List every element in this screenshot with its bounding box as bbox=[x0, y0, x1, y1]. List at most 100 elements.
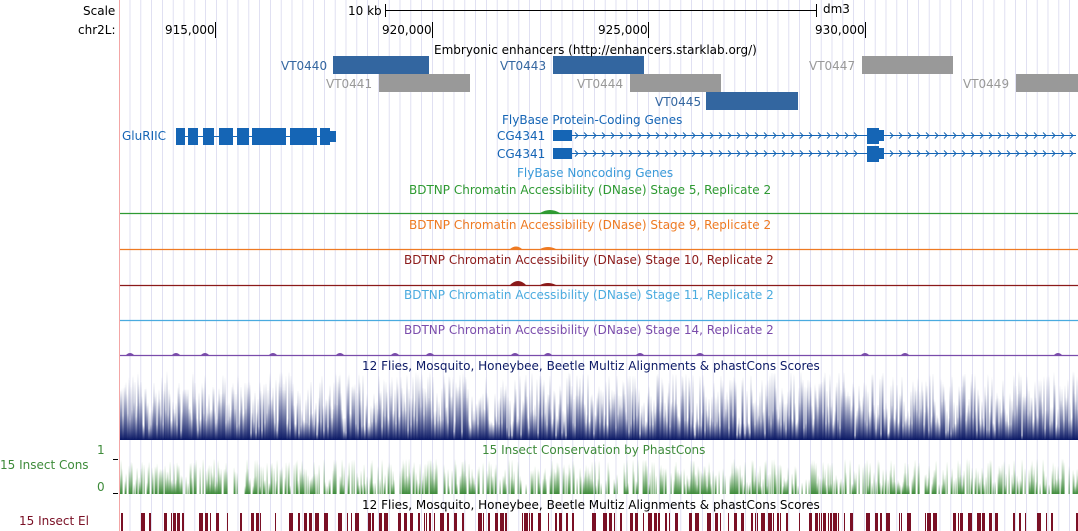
enhancer-label-vt0443[interactable]: VT0443 bbox=[500, 59, 547, 73]
strand-arrow bbox=[574, 132, 579, 139]
phastcons-axis bbox=[113, 459, 118, 494]
enhancer-block-vt0440[interactable] bbox=[333, 56, 429, 74]
conserved-element bbox=[925, 513, 926, 531]
conserved-element bbox=[886, 513, 890, 531]
enhancer-block-vt0445[interactable] bbox=[706, 92, 798, 110]
conserved-elements-blocks[interactable] bbox=[121, 513, 1078, 531]
conserved-element bbox=[728, 513, 729, 531]
dnase-stage9-title: BDTNP Chromatin Accessibility (DNase) St… bbox=[409, 218, 772, 232]
conserved-element bbox=[121, 513, 123, 531]
signal-bump bbox=[1054, 353, 1062, 355]
strand-arrow bbox=[808, 132, 813, 139]
conserved-element bbox=[240, 513, 242, 531]
multiz-conservation-signal[interactable] bbox=[120, 370, 1078, 440]
enhancer-label-vt0440[interactable]: VT0440 bbox=[281, 59, 328, 73]
phastcons-signal[interactable] bbox=[120, 458, 1078, 494]
conserved-element bbox=[643, 513, 644, 531]
gene-label-glurIIc[interactable]: GluRIIC bbox=[122, 129, 167, 143]
strand-arrow bbox=[907, 132, 912, 139]
strand-arrow bbox=[1024, 150, 1029, 157]
conserved-element bbox=[828, 513, 829, 531]
conserved-element bbox=[833, 513, 837, 531]
coding-gene-track[interactable] bbox=[176, 128, 1076, 162]
dnase-stage5-signal[interactable] bbox=[120, 210, 1078, 215]
grid-lines bbox=[129, 0, 1070, 531]
conserved-element bbox=[899, 513, 900, 531]
conserved-element bbox=[927, 513, 931, 531]
enhancer-track[interactable] bbox=[333, 56, 1078, 110]
gene-cg4341-model-1[interactable] bbox=[553, 128, 1076, 144]
strand-arrow bbox=[826, 150, 831, 157]
phastcons-track-title: 15 Insect Conservation by PhastCons bbox=[482, 443, 706, 457]
ruler-scale-value: 10 kb bbox=[348, 4, 382, 18]
conserved-element bbox=[483, 513, 484, 531]
strand-arrow bbox=[619, 132, 624, 139]
dnase-stage5-title: BDTNP Chromatin Accessibility (DNase) St… bbox=[409, 183, 772, 197]
conserved-element bbox=[426, 513, 427, 531]
strand-arrow bbox=[943, 132, 948, 139]
enhancer-track-title: Embryonic enhancers (http://enhancers.st… bbox=[434, 43, 757, 57]
conserved-element bbox=[635, 513, 638, 531]
strand-arrow bbox=[799, 150, 804, 157]
enhancer-block-vt0443[interactable] bbox=[553, 56, 644, 74]
strand-arrow bbox=[808, 150, 813, 157]
dnase-stage9-signal[interactable] bbox=[120, 246, 1078, 251]
enhancer-label-vt0444[interactable]: VT0444 bbox=[577, 77, 624, 91]
strand-arrow bbox=[655, 132, 660, 139]
gene-label-cg4341-2[interactable]: CG4341 bbox=[497, 147, 546, 161]
ruler[interactable] bbox=[215, 4, 866, 38]
gene-glurIIc-model[interactable] bbox=[176, 128, 336, 145]
conserved-element bbox=[751, 513, 753, 531]
enhancer-block-vt0444[interactable] bbox=[630, 74, 721, 92]
enhancer-block-vt0447[interactable] bbox=[862, 56, 953, 74]
strand-arrow bbox=[763, 150, 768, 157]
strand-arrow bbox=[772, 132, 777, 139]
ruler-scale-label: Scale bbox=[83, 4, 116, 18]
phastcons-side-label[interactable]: 15 Insect Cons bbox=[0, 458, 89, 472]
strand-arrow bbox=[1024, 132, 1029, 139]
dnase-stage10-signal[interactable] bbox=[120, 281, 1078, 287]
gene-cg4341-model-2[interactable] bbox=[553, 146, 1076, 162]
conserved-element bbox=[761, 513, 765, 531]
conserved-element bbox=[495, 513, 498, 531]
conserved-element bbox=[182, 513, 184, 531]
enhancer-label-vt0449[interactable]: VT0449 bbox=[963, 77, 1010, 91]
gene-label-cg4341-1[interactable]: CG4341 bbox=[497, 129, 546, 143]
conserved-element bbox=[171, 513, 172, 531]
conserved-element bbox=[953, 513, 956, 531]
strand-arrow bbox=[898, 150, 903, 157]
conserved-element bbox=[355, 513, 359, 531]
conserved-element bbox=[434, 513, 435, 531]
conserved-element bbox=[524, 513, 528, 531]
enhancer-block-vt0449[interactable] bbox=[1016, 74, 1078, 92]
enhancer-label-vt0441[interactable]: VT0441 bbox=[326, 77, 373, 91]
conserved-element bbox=[960, 513, 963, 531]
conserved-element bbox=[614, 513, 615, 531]
strand-arrow bbox=[700, 150, 705, 157]
enhancer-block-vt0441[interactable] bbox=[379, 74, 470, 92]
conserved-element bbox=[603, 513, 607, 531]
elements-side-label[interactable]: 15 Insect El bbox=[19, 514, 89, 528]
conserved-element bbox=[768, 513, 772, 531]
conserved-element bbox=[315, 513, 319, 531]
strand-arrow bbox=[727, 132, 732, 139]
strand-arrow bbox=[1051, 150, 1056, 157]
strand-arrow bbox=[799, 132, 804, 139]
conserved-element bbox=[695, 513, 699, 531]
ruler-position-925000: 925,000 bbox=[598, 23, 648, 37]
conserved-element bbox=[880, 513, 882, 531]
signal-bump bbox=[511, 353, 519, 355]
conserved-element bbox=[592, 513, 596, 531]
dnase-stage14-signal[interactable] bbox=[120, 353, 1078, 357]
strand-arrow bbox=[574, 150, 579, 157]
conserved-element bbox=[830, 513, 832, 531]
enhancer-label-vt0445[interactable]: VT0445 bbox=[655, 95, 702, 109]
strand-arrow bbox=[691, 132, 696, 139]
conserved-element bbox=[757, 513, 758, 531]
strand-arrow bbox=[1006, 132, 1011, 139]
conserved-element bbox=[780, 513, 781, 531]
conserved-element bbox=[777, 513, 779, 531]
enhancer-label-vt0447[interactable]: VT0447 bbox=[809, 59, 856, 73]
conserved-element bbox=[205, 513, 208, 531]
